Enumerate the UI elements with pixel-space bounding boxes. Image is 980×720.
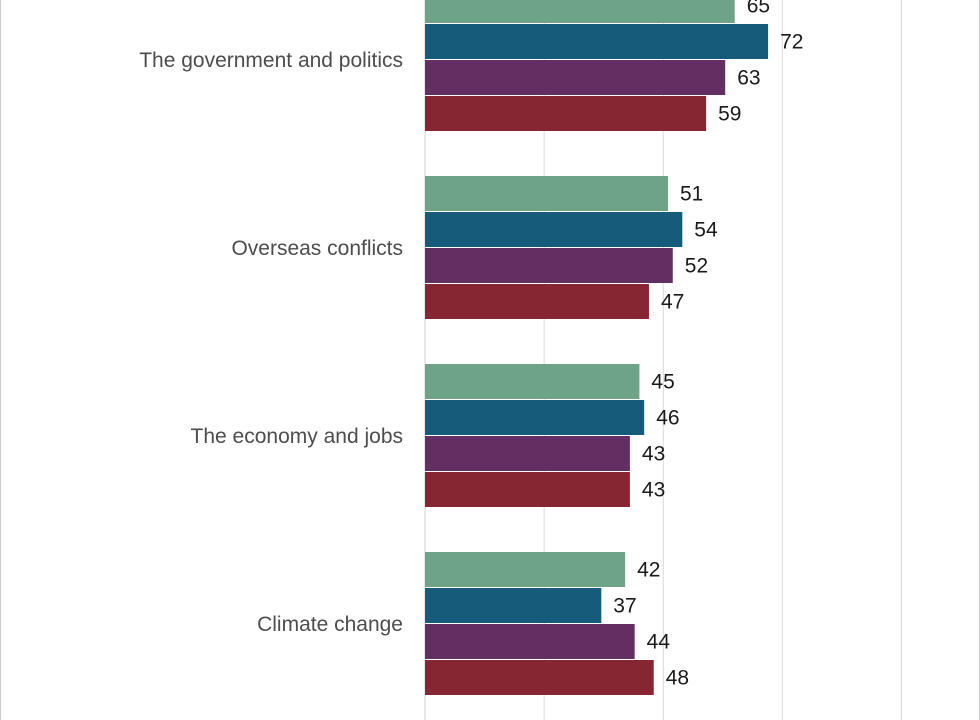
data-label: 43 [642,443,665,466]
bar [425,24,769,59]
data-label: 37 [613,595,636,618]
bar [425,284,649,319]
data-label: 54 [694,219,718,242]
bar [425,472,630,507]
bar [425,0,735,23]
data-label: 42 [637,559,660,582]
data-label: 52 [685,255,708,278]
data-label: 45 [651,371,674,394]
data-label: 47 [661,291,684,314]
category-label: The government and politics [139,49,403,72]
bar [425,624,635,659]
bar [425,660,654,695]
data-label: 44 [647,631,671,654]
bar [425,248,673,283]
bar [425,400,645,435]
category-label: Climate change [257,613,403,636]
bars [425,0,769,695]
data-label: 46 [656,407,679,430]
data-label: 51 [680,183,703,206]
bar [425,212,683,247]
bar [425,96,707,131]
category-label: Overseas conflicts [231,237,403,260]
bar [425,436,630,471]
bar [425,552,626,587]
bar [425,364,640,399]
bar [425,588,602,623]
data-label: 72 [780,31,803,54]
data-label: 65 [747,0,770,18]
data-label: 63 [737,67,760,90]
bar [425,176,669,211]
data-label: 43 [642,479,665,502]
data-label: 59 [718,103,741,126]
category-labels: The government and politics Overseas conf… [139,49,403,636]
bar [425,60,726,95]
data-label: 48 [666,667,689,690]
category-label: The economy and jobs [191,425,403,448]
